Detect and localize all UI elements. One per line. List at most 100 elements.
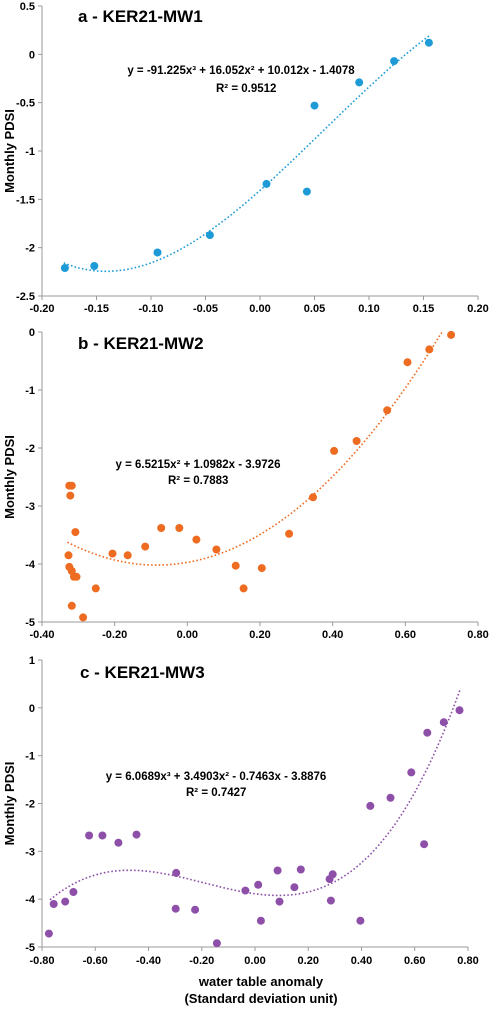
data-point — [310, 101, 319, 110]
trendline-equation: y = -91.225x³ + 16.052x² + 10.012x - 1.4… — [127, 65, 355, 77]
data-point — [254, 880, 263, 889]
data-point — [302, 187, 311, 196]
data-point — [424, 38, 433, 47]
data-point — [114, 838, 123, 847]
data-point — [296, 865, 305, 874]
data-point — [98, 831, 107, 840]
y-tick-label: 1 — [29, 655, 35, 667]
data-point — [355, 78, 364, 87]
chart-title: b - KER21-MW2 — [78, 334, 204, 353]
data-point — [326, 896, 335, 905]
x-tick-label: -0.20 — [102, 629, 127, 641]
data-point — [212, 939, 221, 948]
data-point — [175, 524, 184, 532]
x-tick-label: 0.00 — [244, 955, 265, 967]
y-tick-label: 0 — [29, 327, 35, 339]
data-point — [212, 545, 221, 554]
x-tick-label: -0.60 — [83, 955, 108, 967]
chart-panel-3: -5 -4 -3 -2 -1 0 1 -0.80 -0.60 -0.40 -0.20 0.00 0.20… — [2, 655, 479, 1006]
data-point — [239, 584, 248, 593]
data-point — [439, 718, 448, 727]
y-tick-label: -3 — [25, 846, 35, 858]
data-point — [79, 613, 88, 622]
r-squared-label: R² = 0.9512 — [216, 83, 276, 95]
x-tick-label: 0.20 — [249, 629, 270, 641]
x-tick-label: 0.20 — [467, 303, 488, 315]
data-point — [61, 897, 70, 906]
x-tick-label: 0.40 — [351, 955, 372, 967]
data-point — [356, 916, 365, 925]
y-tick-label: -1 — [25, 146, 35, 158]
x-tick-label: 0.60 — [404, 955, 425, 967]
data-point — [71, 528, 80, 537]
x-tick-label: -0.10 — [138, 303, 163, 315]
y-tick-label: -5 — [25, 617, 35, 629]
data-point — [390, 57, 399, 66]
data-point — [383, 406, 392, 415]
data-point — [290, 883, 299, 892]
data-point — [328, 870, 337, 879]
data-point — [403, 358, 412, 367]
trendline-equation: y = 6.5215x² + 1.0982x - 3.9726 — [116, 459, 281, 471]
data-point — [90, 262, 99, 270]
data-point — [455, 706, 464, 715]
x-axis-label: water table anomaly — [198, 974, 324, 989]
x-tick-label: 0.80 — [467, 629, 488, 641]
y-axis-label: Monthly PDSI — [2, 762, 17, 846]
y-tick-label: -3 — [25, 501, 35, 513]
y-axis-label: Monthly PDSI — [2, 435, 17, 519]
y-tick-label: 0 — [29, 703, 35, 715]
data-point — [108, 549, 117, 558]
x-tick-label: -0.05 — [193, 303, 218, 315]
data-point — [64, 551, 73, 560]
r-squared-label: R² = 0.7883 — [168, 475, 228, 487]
x-axis-label-unit: (Standard deviation unit) — [184, 991, 337, 1006]
x-tick-label: -0.20 — [29, 303, 54, 315]
r-squared-label: R² = 0.7427 — [186, 787, 246, 799]
data-point — [309, 493, 317, 502]
trend-line — [67, 332, 443, 566]
y-tick-label: -4 — [25, 894, 36, 906]
data-point — [447, 330, 456, 339]
x-tick-label: -0.40 — [136, 955, 161, 967]
y-tick-label: -4 — [25, 559, 36, 571]
data-point — [66, 491, 75, 500]
x-tick-label: 0.00 — [177, 629, 198, 641]
data-point — [192, 535, 201, 544]
data-point — [69, 888, 78, 896]
data-point — [44, 929, 53, 938]
data-point — [241, 886, 250, 895]
data-point — [123, 551, 132, 560]
trend-line — [63, 35, 430, 273]
y-tick-label: -2.5 — [16, 291, 35, 303]
data-point — [423, 728, 432, 737]
data-point — [72, 572, 81, 581]
data-point — [49, 900, 58, 908]
data-point — [366, 801, 375, 810]
data-point — [60, 264, 69, 272]
chart-panel-1: -2.5 -2 -1.5 -1 -0.5 0 0.5 -0.20 -0.15 -0.10 -0.05… — [2, 1, 489, 315]
y-tick-label: -2 — [25, 243, 35, 255]
x-tick-label: 0.15 — [413, 303, 434, 315]
data-point — [91, 584, 100, 593]
y-tick-label: -5 — [25, 942, 35, 954]
chart-title: a - KER21-MW1 — [78, 7, 203, 26]
data-point — [153, 248, 162, 257]
data-point — [256, 916, 265, 925]
trend-line — [49, 689, 461, 901]
data-point — [141, 542, 150, 551]
trendline-equation: y = 6.0689x³ + 3.4903x² - 0.7463x - 3.88… — [106, 771, 327, 783]
y-tick-label: -1.5 — [16, 194, 35, 206]
y-tick-label: -1 — [25, 751, 35, 763]
x-tick-label: -0.80 — [29, 955, 54, 967]
y-axis-label: Monthly PDSI — [2, 109, 17, 193]
data-point — [67, 481, 76, 490]
data-point — [67, 601, 76, 610]
x-tick-label: 0.10 — [358, 303, 379, 315]
x-tick-label: 0.80 — [457, 955, 478, 967]
x-tick-label: 0.40 — [322, 629, 343, 641]
data-point — [273, 866, 282, 875]
data-point — [205, 231, 214, 240]
x-tick-label: 0.60 — [395, 629, 416, 641]
